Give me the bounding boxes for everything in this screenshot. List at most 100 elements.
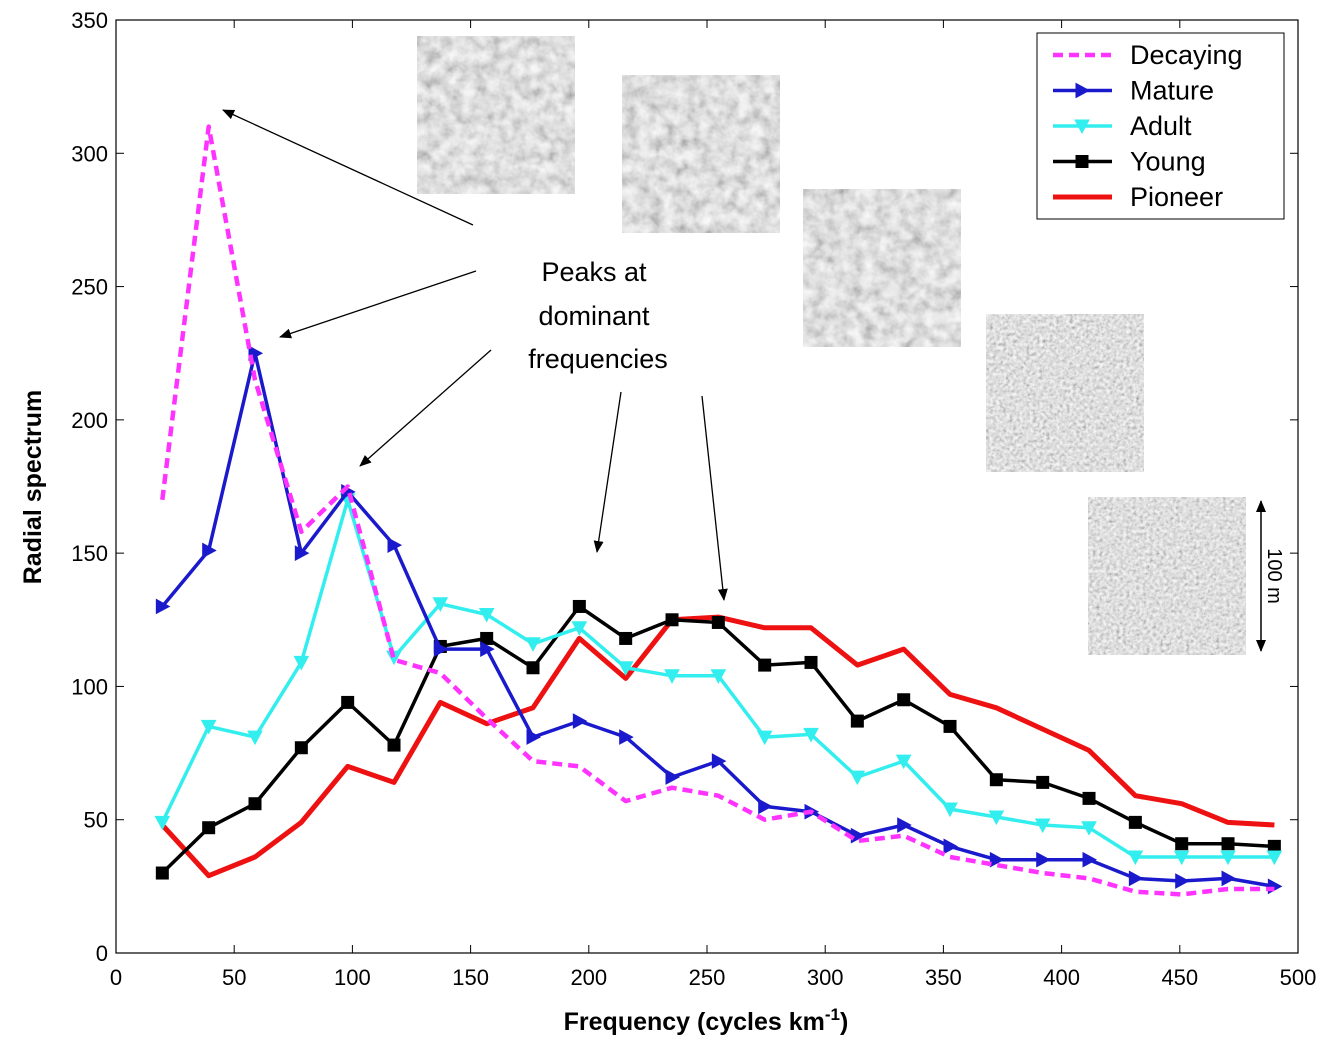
- y-axis-title: Radial spectrum: [19, 390, 47, 585]
- mature-point: [155, 598, 171, 615]
- mature-point: [387, 537, 403, 553]
- y-axis: 0 50 100 150 200 250 300 350: [71, 8, 1298, 966]
- x-tick-label: 0: [110, 965, 122, 990]
- peak-arrow-mature: [279, 270, 477, 339]
- y-tick-label: 100: [71, 674, 108, 699]
- mature-point: [1221, 870, 1237, 887]
- y-tick-label: 50: [84, 808, 108, 833]
- adult-point: [756, 730, 773, 746]
- adult-point: [1034, 818, 1051, 834]
- adult-canopy-image: [803, 189, 961, 347]
- young-point: [804, 655, 818, 669]
- x-axis: 0 50 100 150 200 250 300 350 400 450 500: [110, 20, 1316, 990]
- young-point: [572, 599, 586, 613]
- young-point: [387, 738, 401, 752]
- y-tick-label: 350: [71, 8, 108, 33]
- x-tick-label: 450: [1161, 965, 1198, 990]
- x-axis-title-superscript: -1: [825, 1005, 840, 1024]
- young-point: [1128, 815, 1142, 829]
- young-point: [1036, 775, 1050, 789]
- legend-entry-adult: Adult: [1053, 111, 1192, 141]
- mature-point: [294, 545, 310, 561]
- x-tick-label: 300: [807, 965, 844, 990]
- peak-arrow-decaying: [222, 109, 474, 226]
- adult-point: [803, 727, 819, 743]
- mature-point: [572, 713, 588, 729]
- adult-point: [571, 621, 588, 636]
- mature-point: [1082, 851, 1098, 868]
- y-tick-label: 250: [71, 275, 108, 300]
- young-point: [1082, 791, 1096, 805]
- adult-point: [432, 597, 449, 612]
- legend: Decaying Mature Adult Young Pioneer: [1036, 32, 1285, 220]
- young-point: [897, 693, 911, 707]
- adult-point: [942, 802, 958, 818]
- adult-point: [1081, 821, 1097, 836]
- decaying-canopy-image: [417, 36, 575, 194]
- legend-entry-young: Young: [1053, 147, 1206, 177]
- x-tick-label: 250: [689, 965, 726, 990]
- young-point: [665, 613, 679, 627]
- adult-point: [895, 754, 912, 770]
- x-tick-label: 100: [334, 965, 371, 990]
- mature-point: [1128, 870, 1144, 887]
- mature-point: [943, 838, 959, 855]
- mature-point: [897, 817, 912, 833]
- legend-label-adult: Adult: [1130, 111, 1192, 141]
- mature-point: [480, 641, 495, 657]
- y-tick-label: 300: [71, 141, 108, 166]
- y-tick-label: 0: [96, 941, 108, 966]
- x-axis-title: Frequency (cycles km-1): [564, 1005, 849, 1036]
- adult-point: [1127, 850, 1144, 866]
- pioneer-canopy-image: [1088, 497, 1246, 655]
- legend-entry-decaying: Decaying: [1053, 40, 1243, 70]
- adult-point: [988, 810, 1005, 826]
- legend-label-young: Young: [1130, 147, 1206, 177]
- adult-point: [849, 770, 866, 786]
- young-point: [619, 631, 633, 645]
- adult-point: [525, 637, 541, 652]
- x-axis-title-main: Frequency (cycles km: [564, 1008, 825, 1036]
- series-layer: [154, 124, 1283, 897]
- x-axis-title-close: ): [840, 1008, 848, 1036]
- scale-bar: 100 m: [1256, 500, 1285, 652]
- peaks-annotation: Peaks at dominant frequencies: [222, 109, 728, 601]
- adult-point: [710, 669, 727, 684]
- young-point: [526, 661, 540, 675]
- peak-arrow-pioneer: [701, 395, 728, 601]
- canopy-texture-images: [417, 36, 1246, 655]
- young-point: [711, 615, 725, 629]
- peaks-label-line-3: frequencies: [528, 344, 668, 374]
- adult-point: [1220, 850, 1236, 866]
- young-point: [989, 773, 1003, 787]
- peak-arrow-young: [593, 391, 622, 553]
- adult-point: [293, 655, 310, 671]
- mature-canopy-image: [622, 75, 780, 233]
- adult-point: [200, 719, 217, 735]
- x-tick-label: 500: [1280, 965, 1317, 990]
- young-point: [248, 797, 262, 811]
- adult-point: [247, 730, 263, 746]
- young-point: [155, 866, 169, 880]
- legend-entry-pioneer: Pioneer: [1053, 182, 1223, 212]
- adult-point: [154, 815, 171, 831]
- peaks-label-line-2: dominant: [538, 301, 650, 331]
- mature-point: [665, 769, 681, 785]
- young-point: [758, 658, 772, 672]
- mature-point: [1036, 851, 1051, 868]
- legend-adult-point: [1074, 119, 1090, 135]
- y-tick-label: 150: [71, 541, 108, 566]
- young-point: [1221, 837, 1235, 851]
- decaying-series: [160, 124, 1275, 897]
- adult-point: [478, 607, 495, 623]
- young-canopy-image: [986, 314, 1144, 472]
- peak-arrow-adult: [359, 349, 492, 467]
- mature-point: [619, 729, 634, 745]
- young-point: [294, 741, 308, 755]
- mature-point: [758, 798, 773, 815]
- young-point: [943, 719, 957, 733]
- mature-point: [202, 542, 217, 559]
- scale-bar-label: 100 m: [1263, 548, 1285, 604]
- decaying-line: [160, 124, 1275, 897]
